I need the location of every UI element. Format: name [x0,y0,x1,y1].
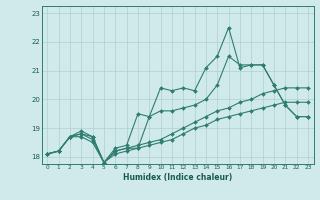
X-axis label: Humidex (Indice chaleur): Humidex (Indice chaleur) [123,173,232,182]
